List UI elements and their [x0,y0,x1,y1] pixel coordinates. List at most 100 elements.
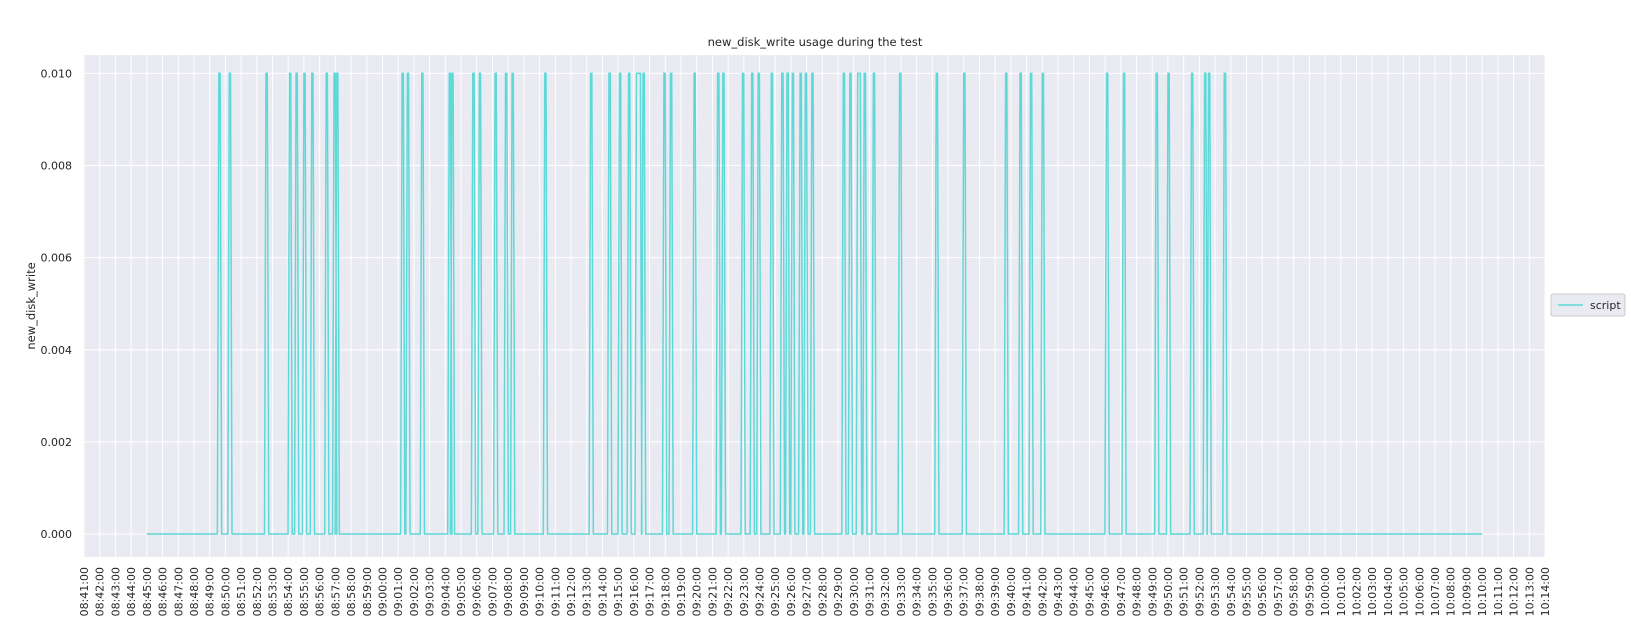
x-tick-label: 09:10:00 [534,567,547,616]
x-tick-label: 09:08:00 [502,567,515,616]
x-tick-label: 09:55:00 [1241,567,1254,616]
x-tick-label: 09:22:00 [722,567,735,616]
x-tick-label: 08:46:00 [157,567,170,616]
x-tick-label: 09:24:00 [754,567,767,616]
x-tick-label: 09:38:00 [973,567,986,616]
x-tick-label: 10:09:00 [1460,567,1473,616]
x-tick-label: 10:12:00 [1508,567,1521,616]
x-tick-label: 09:14:00 [596,567,609,616]
x-tick-label: 09:25:00 [769,567,782,616]
x-tick-label: 08:52:00 [251,567,264,616]
x-tick-label: 10:11:00 [1492,567,1505,616]
x-tick-label: 09:29:00 [832,567,845,616]
x-tick-label: 09:18:00 [659,567,672,616]
x-tick-label: 09:05:00 [455,567,468,616]
x-tick-label: 09:23:00 [738,567,751,616]
x-tick-label: 08:56:00 [314,567,327,616]
x-tick-label: 09:54:00 [1225,567,1238,616]
y-axis-label: new_disk_write [24,262,38,349]
x-tick-label: 09:42:00 [1036,567,1049,616]
x-tick-label: 09:06:00 [471,567,484,616]
y-tick-label: 0.000 [41,528,73,541]
x-tick-label: 10:02:00 [1350,567,1363,616]
x-tick-label: 09:36:00 [942,567,955,616]
x-tick-label: 09:41:00 [1021,567,1034,616]
x-tick-label: 08:48:00 [188,567,201,616]
x-tick-label: 08:53:00 [267,567,280,616]
x-tick-label: 08:58:00 [345,567,358,616]
series-line-script [146,72,1483,535]
x-tick-label: 09:59:00 [1303,567,1316,616]
x-tick-label: 09:34:00 [911,567,924,616]
x-tick-label: 09:00:00 [376,567,389,616]
x-tick-label: 09:12:00 [565,567,578,616]
x-tick-label: 09:33:00 [895,567,908,616]
x-tick-label: 10:06:00 [1413,567,1426,616]
x-tick-label: 08:49:00 [204,567,217,616]
x-tick-label: 09:13:00 [581,567,594,616]
series-layer [146,72,1483,535]
x-tick-label: 09:19:00 [675,567,688,616]
y-tick-label: 0.004 [41,344,73,357]
x-tick-label: 09:52:00 [1193,567,1206,616]
x-tick-label: 09:44:00 [1068,567,1081,616]
x-tick-label: 10:08:00 [1445,567,1458,616]
y-tick-label: 0.010 [41,67,73,80]
x-tick-label: 09:37:00 [958,567,971,616]
x-tick-label: 08:54:00 [282,567,295,616]
x-tick-label: 08:42:00 [94,567,107,616]
x-tick-label: 09:02:00 [408,567,421,616]
x-tick-label: 08:41:00 [78,567,91,616]
x-tick-label: 08:55:00 [298,567,311,616]
x-tick-label: 09:31:00 [863,567,876,616]
x-tick-label: 09:43:00 [1052,567,1065,616]
x-tick-label: 09:50:00 [1162,567,1175,616]
x-tick-label: 09:21:00 [706,567,719,616]
x-tick-label: 09:39:00 [989,567,1002,616]
x-tick-label: 09:09:00 [518,567,531,616]
x-tick-label: 09:17:00 [644,567,657,616]
x-tick-label: 10:13:00 [1523,567,1536,616]
x-tick-label: 09:20:00 [691,567,704,616]
x-tick-label: 08:51:00 [235,567,248,616]
x-tick-label: 09:53:00 [1209,567,1222,616]
x-tick-label: 10:07:00 [1429,567,1442,616]
x-tick-label: 08:43:00 [109,567,122,616]
x-tick-label: 10:10:00 [1476,567,1489,616]
x-tick-label: 09:03:00 [424,567,437,616]
x-axis-ticks: 08:41:00 08:42:00 08:43:00 08:44:00 08:45:00… [78,567,1552,616]
x-tick-label: 09:57:00 [1272,567,1285,616]
x-tick-label: 09:15:00 [612,567,625,616]
x-tick-label: 09:49:00 [1146,567,1159,616]
legend-box [1550,293,1626,317]
x-tick-label: 09:11:00 [549,567,562,616]
x-tick-label: 08:57:00 [329,567,342,616]
x-tick-label: 09:35:00 [926,567,939,616]
legend: script [1550,293,1626,317]
x-tick-label: 10:14:00 [1539,567,1552,616]
x-tick-label: 09:26:00 [785,567,798,616]
x-tick-label: 09:45:00 [1083,567,1096,616]
x-tick-label: 09:51:00 [1178,567,1191,616]
x-tick-label: 09:28:00 [816,567,829,616]
legend-label-script: script [1590,299,1621,312]
x-tick-label: 10:01:00 [1335,567,1348,616]
x-tick-label: 08:47:00 [172,567,185,616]
y-axis-ticks: 0.000 0.002 0.004 0.006 0.008 0.010 [41,67,73,541]
chart-title: new_disk_write usage during the test [708,35,923,49]
y-tick-label: 0.006 [41,252,73,265]
x-tick-label: 09:32:00 [879,567,892,616]
x-tick-label: 09:07:00 [486,567,499,616]
x-tick-label: 09:40:00 [1005,567,1018,616]
x-tick-label: 09:46:00 [1099,567,1112,616]
x-tick-label: 08:44:00 [125,567,138,616]
x-tick-label: 09:56:00 [1256,567,1269,616]
x-tick-label: 09:01:00 [392,567,405,616]
x-tick-label: 08:45:00 [141,567,154,616]
x-tick-label: 10:05:00 [1398,567,1411,616]
x-tick-label: 09:16:00 [628,567,641,616]
x-tick-label: 09:30:00 [848,567,861,616]
x-tick-label: 10:03:00 [1366,567,1379,616]
y-tick-label: 0.002 [41,436,73,449]
